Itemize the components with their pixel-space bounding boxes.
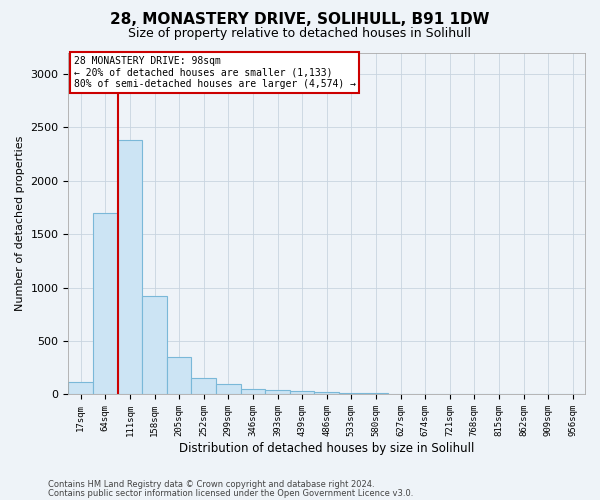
Bar <box>216 384 241 394</box>
Bar <box>118 140 142 394</box>
Bar <box>339 393 364 394</box>
Text: Contains HM Land Registry data © Crown copyright and database right 2024.: Contains HM Land Registry data © Crown c… <box>48 480 374 489</box>
Bar <box>167 357 191 395</box>
Y-axis label: Number of detached properties: Number of detached properties <box>15 136 25 311</box>
X-axis label: Distribution of detached houses by size in Solihull: Distribution of detached houses by size … <box>179 442 475 455</box>
Bar <box>142 296 167 394</box>
Text: Size of property relative to detached houses in Solihull: Size of property relative to detached ho… <box>128 28 472 40</box>
Bar <box>314 392 339 394</box>
Bar <box>241 388 265 394</box>
Text: Contains public sector information licensed under the Open Government Licence v3: Contains public sector information licen… <box>48 488 413 498</box>
Bar <box>265 390 290 394</box>
Text: 28, MONASTERY DRIVE, SOLIHULL, B91 1DW: 28, MONASTERY DRIVE, SOLIHULL, B91 1DW <box>110 12 490 28</box>
Bar <box>93 213 118 394</box>
Text: 28 MONASTERY DRIVE: 98sqm
← 20% of detached houses are smaller (1,133)
80% of se: 28 MONASTERY DRIVE: 98sqm ← 20% of detac… <box>74 56 356 89</box>
Bar <box>68 382 93 394</box>
Bar <box>290 392 314 394</box>
Bar <box>191 378 216 394</box>
